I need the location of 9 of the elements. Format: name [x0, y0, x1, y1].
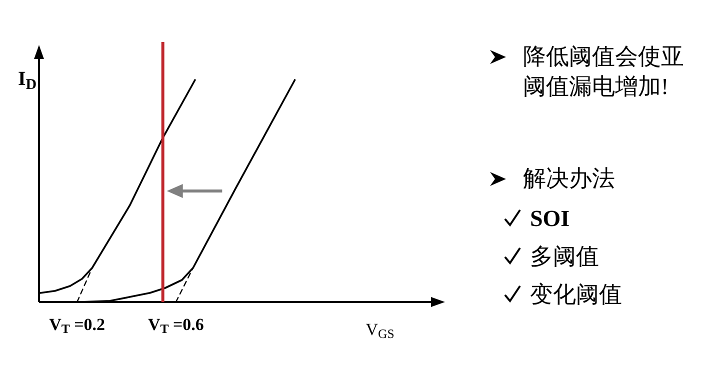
x-tick-label: V$_{T}$ =0.2: [49, 315, 106, 336]
text: 降低阈值会使亚阈值漏电增加!: [523, 43, 685, 101]
text: 多阈值: [530, 243, 600, 271]
y-axis-title: I$_{D}$: [18, 68, 37, 93]
text: 解决办法: [523, 165, 616, 193]
text: 变化阈值: [530, 281, 623, 309]
x-axis-title: V$_{GS}$: [366, 320, 394, 342]
text: SOI: [530, 205, 571, 233]
x-tick-label: V$_{T}$ =0.6: [148, 315, 204, 336]
